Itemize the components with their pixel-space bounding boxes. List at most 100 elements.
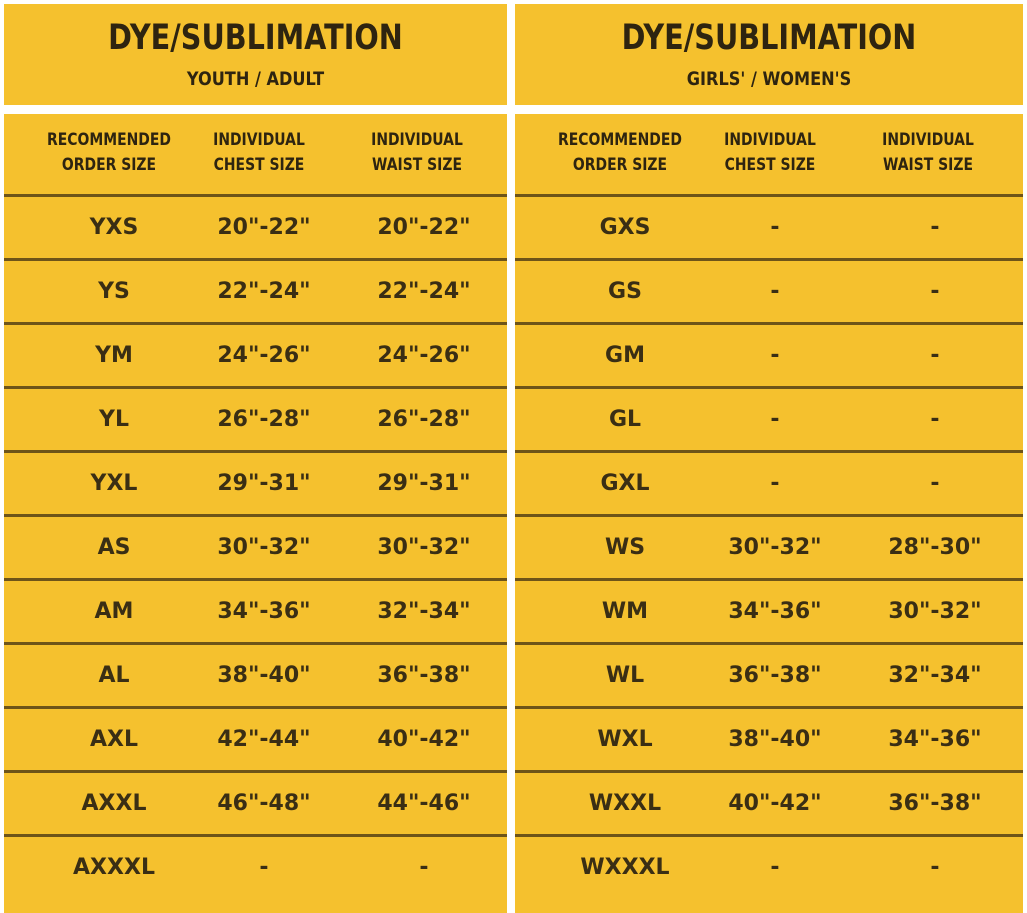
chest-size-cell: 34"-36" bbox=[217, 599, 311, 624]
waist-size-cell: 24"-26" bbox=[377, 343, 471, 368]
table-row: AS 30"-32" 30"-32" bbox=[4, 517, 507, 578]
chest-size-cell: 38"-40" bbox=[217, 663, 311, 688]
table-row: YS 22"-24" 22"-24" bbox=[4, 261, 507, 322]
youth-adult-title-block: DYE/SUBLIMATION YOUTH / ADULT bbox=[4, 4, 507, 105]
order-size-cell: YXL bbox=[90, 471, 138, 496]
row-divider bbox=[4, 770, 507, 773]
chest-size-cell: 24"-26" bbox=[217, 343, 311, 368]
row-divider bbox=[515, 194, 1023, 197]
youth-adult-subtitle: YOUTH / ADULT bbox=[186, 68, 325, 90]
waist-size-cell: 34"-36" bbox=[888, 727, 982, 752]
order-size-cell: WS bbox=[604, 535, 646, 560]
order-size-cell: WL bbox=[605, 663, 645, 688]
chest-size-cell: - bbox=[770, 343, 780, 368]
waist-size-cell: 26"-28" bbox=[377, 407, 471, 432]
row-divider bbox=[515, 770, 1023, 773]
order-size-cell: WXXL bbox=[588, 791, 662, 816]
order-size-cell: YM bbox=[95, 343, 133, 368]
waist-size-cell: - bbox=[930, 215, 940, 240]
row-divider bbox=[4, 642, 507, 645]
chest-size-cell: 36"-38" bbox=[728, 663, 822, 688]
order-size-cell: GM bbox=[605, 343, 645, 368]
row-divider bbox=[4, 514, 507, 517]
table-header-row: RECOMMENDED ORDER SIZE INDIVIDUAL CHEST … bbox=[4, 114, 507, 194]
youth-adult-panel: DYE/SUBLIMATION YOUTH / ADULT RECOMMENDE… bbox=[4, 4, 507, 913]
waist-size-cell: 36"-38" bbox=[888, 791, 982, 816]
table-row: WL 36"-38" 32"-34" bbox=[515, 645, 1023, 706]
waist-size-cell: 30"-32" bbox=[888, 599, 982, 624]
chest-size-cell: 29"-31" bbox=[217, 471, 311, 496]
row-divider bbox=[4, 258, 507, 261]
waist-size-cell: 40"-42" bbox=[377, 727, 471, 752]
chest-size-cell: 30"-32" bbox=[217, 535, 311, 560]
girls-women-panel: DYE/SUBLIMATION GIRLS' / WOMEN'S RECOMME… bbox=[515, 4, 1023, 913]
table-row: WXXL 40"-42" 36"-38" bbox=[515, 773, 1023, 834]
order-size-cell: AS bbox=[97, 535, 131, 560]
order-size-cell: GL bbox=[608, 407, 642, 432]
header-waist-size: INDIVIDUAL WAIST SIZE bbox=[882, 130, 974, 175]
girls-women-title-block: DYE/SUBLIMATION GIRLS' / WOMEN'S bbox=[515, 4, 1023, 105]
chest-size-cell: 42"-44" bbox=[217, 727, 311, 752]
waist-size-cell: - bbox=[930, 471, 940, 496]
row-divider bbox=[515, 706, 1023, 709]
table-row: WXL 38"-40" 34"-36" bbox=[515, 709, 1023, 770]
row-divider bbox=[4, 706, 507, 709]
header-order-size: RECOMMENDED ORDER SIZE bbox=[558, 130, 682, 175]
table-row: YM 24"-26" 24"-26" bbox=[4, 325, 507, 386]
row-divider bbox=[515, 514, 1023, 517]
order-size-cell: WM bbox=[601, 599, 649, 624]
table-row: WXXXL - - bbox=[515, 837, 1023, 898]
table-row: WM 34"-36" 30"-32" bbox=[515, 581, 1023, 642]
table-row: GM - - bbox=[515, 325, 1023, 386]
girls-women-size-table: RECOMMENDED ORDER SIZE INDIVIDUAL CHEST … bbox=[515, 114, 1023, 913]
waist-size-cell: 36"-38" bbox=[377, 663, 471, 688]
waist-size-cell: - bbox=[930, 407, 940, 432]
girls-women-title: DYE/SUBLIMATION bbox=[621, 18, 917, 58]
chest-size-cell: - bbox=[770, 215, 780, 240]
row-divider bbox=[515, 450, 1023, 453]
table-row: AL 38"-40" 36"-38" bbox=[4, 645, 507, 706]
row-divider bbox=[515, 642, 1023, 645]
chest-size-cell: - bbox=[770, 855, 780, 880]
waist-size-cell: - bbox=[930, 279, 940, 304]
waist-size-cell: - bbox=[930, 855, 940, 880]
table-header-row: RECOMMENDED ORDER SIZE INDIVIDUAL CHEST … bbox=[515, 114, 1023, 194]
row-divider bbox=[4, 386, 507, 389]
row-divider bbox=[515, 578, 1023, 581]
chest-size-cell: - bbox=[770, 279, 780, 304]
table-row: GS - - bbox=[515, 261, 1023, 322]
row-divider bbox=[4, 322, 507, 325]
header-chest-size: INDIVIDUAL CHEST SIZE bbox=[724, 130, 816, 175]
waist-size-cell: - bbox=[419, 855, 429, 880]
order-size-cell: AM bbox=[94, 599, 134, 624]
table-row: YXL 29"-31" 29"-31" bbox=[4, 453, 507, 514]
table-row: AXL 42"-44" 40"-42" bbox=[4, 709, 507, 770]
waist-size-cell: 44"-46" bbox=[377, 791, 471, 816]
order-size-cell: AXXXL bbox=[73, 855, 155, 880]
chest-size-cell: - bbox=[770, 471, 780, 496]
chest-size-cell: 20"-22" bbox=[217, 215, 311, 240]
chest-size-cell: - bbox=[259, 855, 269, 880]
chest-size-cell: 22"-24" bbox=[217, 279, 311, 304]
header-chest-size: INDIVIDUAL CHEST SIZE bbox=[213, 130, 305, 175]
order-size-cell: GXS bbox=[599, 215, 651, 240]
row-divider bbox=[515, 834, 1023, 837]
row-divider bbox=[515, 386, 1023, 389]
order-size-cell: AXXL bbox=[81, 791, 147, 816]
table-row: GXS - - bbox=[515, 197, 1023, 258]
row-divider bbox=[4, 450, 507, 453]
order-size-cell: YXS bbox=[89, 215, 139, 240]
chest-size-cell: 34"-36" bbox=[728, 599, 822, 624]
header-waist-size: INDIVIDUAL WAIST SIZE bbox=[371, 130, 463, 175]
table-row: WS 30"-32" 28"-30" bbox=[515, 517, 1023, 578]
waist-size-cell: 29"-31" bbox=[377, 471, 471, 496]
chest-size-cell: 38"-40" bbox=[728, 727, 822, 752]
chest-size-cell: 46"-48" bbox=[217, 791, 311, 816]
table-row: YXS 20"-22" 20"-22" bbox=[4, 197, 507, 258]
order-size-cell: YS bbox=[98, 279, 130, 304]
order-size-cell: GXL bbox=[600, 471, 650, 496]
youth-adult-title: DYE/SUBLIMATION bbox=[108, 18, 403, 58]
waist-size-cell: 32"-34" bbox=[377, 599, 471, 624]
row-divider bbox=[4, 834, 507, 837]
youth-adult-size-table: RECOMMENDED ORDER SIZE INDIVIDUAL CHEST … bbox=[4, 114, 507, 913]
